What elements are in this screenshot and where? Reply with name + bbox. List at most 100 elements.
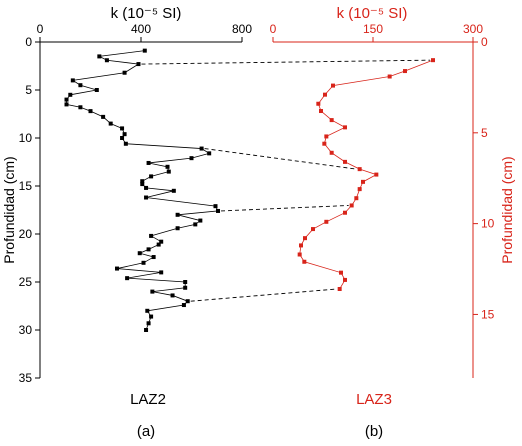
panel-a-y-axis-label: Profundidad (cm) [1,156,17,263]
panel-a-data-point [137,251,142,256]
panel-b-data-point [387,74,392,79]
panel-b-data-point [403,69,407,74]
panel-a-data-point [94,88,99,92]
panel-b-data-point [324,134,329,139]
panel-b-data-point [322,141,327,146]
panel-a-data-point [150,289,155,294]
panel-a-data-point [140,179,145,184]
panel-a-y-ticks: 0 5 10 15 20 25 30 35 [19,35,40,385]
panel-b-y-tick-label: 15 [481,307,495,321]
panel-b-title: k (10⁻⁵ SI) [337,5,408,22]
panel-a-data-point [198,218,203,223]
panel-b-data-point [331,83,335,88]
panel-a-data-point [122,132,127,137]
panel-a-data-point [120,136,125,140]
panel-a-data-point [159,239,164,244]
panel-a-data-point [78,105,83,110]
panel-a-data-point [193,222,198,227]
panel-b-data-point [311,227,315,232]
panel-a-data-point [146,247,151,252]
panel-b-y-tick-label: 5 [481,126,488,140]
panel-a-data-point [166,169,171,174]
panel-b-data-point [431,58,435,63]
panel-a-data-point [159,270,164,275]
panel-a-data-point [213,204,218,209]
panel-b-data-point [323,92,327,97]
panel-a-data-point [141,260,146,265]
panel-a-y-tick-label: 25 [19,275,33,289]
panel-a-data-point [120,126,125,131]
panel-a-data-point [78,83,83,88]
panel-a-data-point [101,114,106,119]
panel-a-data-point [97,54,102,59]
panel-b-data-point [337,287,342,292]
panel-a-y-tick-label: 30 [19,323,33,337]
panel-b-data-point [374,172,379,177]
panel-b-data-point [339,270,343,275]
panel-a-data-point [146,321,151,326]
panel-a-data-point [108,121,113,126]
panel-a-data-point [183,285,188,290]
panel-a-data-point [115,266,120,271]
panel-a-data-point [140,182,145,187]
panel-a: k (10⁻⁵ SI) 0 400 800 0 5 10 15 20 25 30 35 Profu… [1,5,252,440]
panel-b-data-point [324,219,329,224]
panel-b-data-point [357,187,362,192]
panel-a-x-tick-label: 0 [37,22,44,36]
panel-a-data-point [104,58,109,63]
panel-a-data-point [171,188,176,193]
panel-b-label: (b) [365,423,383,440]
panel-b-data-point [297,252,302,257]
panel-a-data-point [175,226,180,231]
panel-b-x-tick-label: 300 [463,22,483,36]
panel-a-data-point [68,92,73,97]
panel-a-x-tick-label: 800 [232,22,252,36]
panel-a-series [64,48,221,332]
panel-a-data-point [199,146,204,151]
panel-a-y-tick-label: 10 [19,131,33,145]
panel-b-data-point [343,159,347,164]
panel-a-data-point [88,109,93,114]
panel-a-data-point [149,314,154,319]
panel-a-data-point [165,164,170,169]
panel-a-data-point [125,276,130,281]
panel-b-x-tick-label: 150 [363,22,383,36]
panel-b-data-point [316,101,321,106]
panel-a-data-point [70,78,75,83]
panel-a-y-tick-label: 20 [19,227,33,241]
correlation-line [190,288,337,302]
panel-b-series [297,58,435,292]
panel-a-data-point [151,255,156,260]
panel-b-data-point [354,196,359,201]
panel-a-label: (a) [137,423,155,440]
panel-a-data-point [142,48,147,53]
panel-a-data-point [122,70,127,75]
panel-b-data-point [343,277,347,282]
panel-b-data-point [343,210,347,215]
panel-a-data-point [146,160,151,165]
panel-a-y-tick-label: 0 [25,35,32,49]
panel-b-data-point [302,259,307,264]
panel-a-y-tick-label: 5 [25,83,32,97]
panel-b-data-point [343,125,347,130]
panel-b-data-point [329,150,334,155]
panel-a-data-point [144,328,149,332]
panel-a-data-point [145,308,150,313]
panel-b-y-tick-label: 10 [481,217,495,231]
correlation-line [204,148,357,170]
panel-b-data-point [361,179,365,184]
panel-b-series-line [299,59,434,290]
panel-b-data-point [349,203,354,208]
panel-a-data-point [181,303,186,308]
panel-b-data-point [303,236,307,241]
panel-b-data-point [329,118,334,123]
panel-b-data-point [357,167,362,172]
panel-a-title: k (10⁻⁵ SI) [111,5,182,22]
panel-b-y-axis-label: Profundidad (cm) [499,156,515,263]
panel-a-data-point [156,242,161,247]
panel-a-data-point [136,62,141,67]
panel-a-data-point [123,141,128,146]
panel-a-data-point [185,299,190,304]
panel-a-data-point [216,208,221,213]
